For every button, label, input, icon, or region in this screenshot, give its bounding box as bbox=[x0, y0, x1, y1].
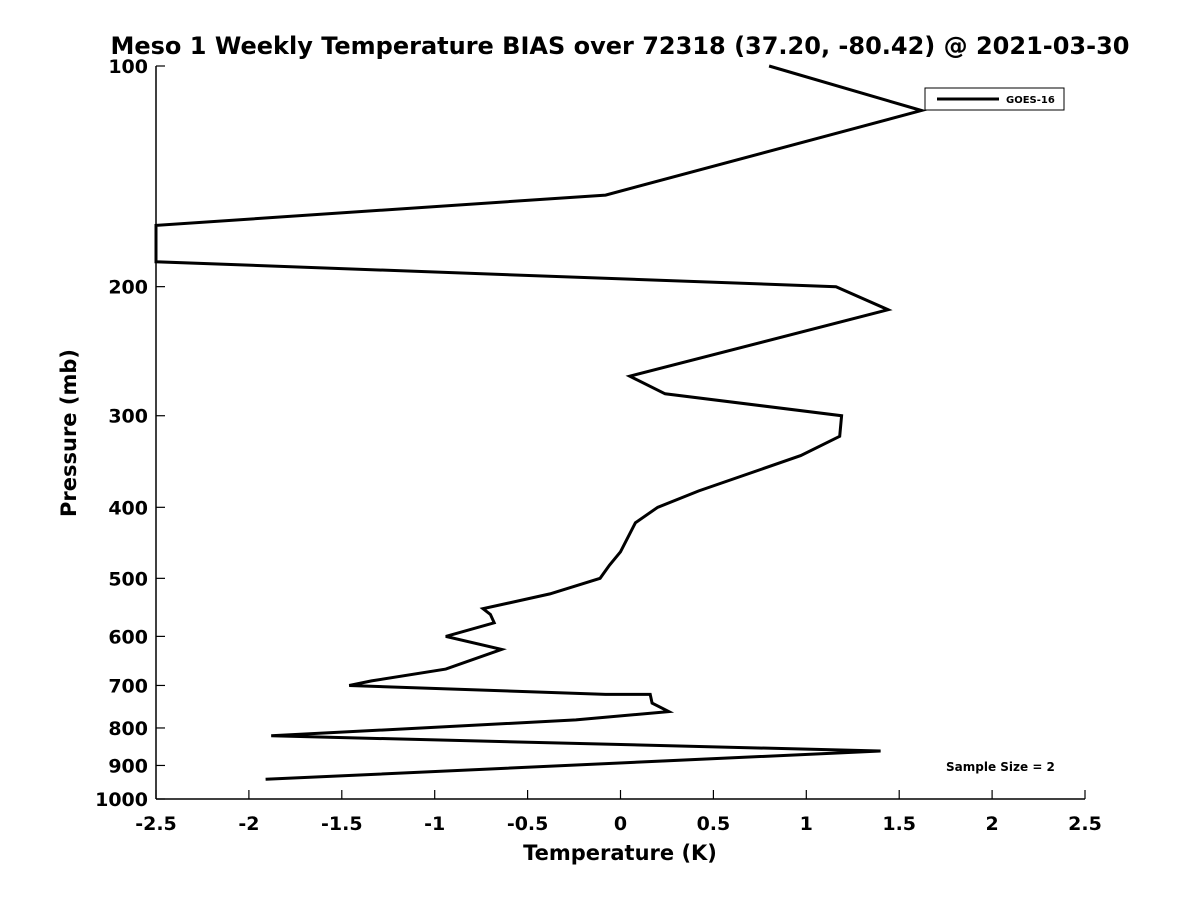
x-tick-label: -2.5 bbox=[135, 813, 177, 835]
y-tick-label: 200 bbox=[108, 277, 148, 299]
legend: GOES-16 bbox=[924, 87, 1065, 111]
x-axis-ticks: -2.5 -2 -1.5 -1 -0.5 0 0.5 1 1.5 2 2.5 bbox=[135, 790, 1102, 835]
y-axis-label: Pressure (mb) bbox=[57, 349, 81, 517]
y-tick-label: 100 bbox=[108, 56, 148, 78]
y-tick-label: 300 bbox=[108, 406, 148, 428]
series-line-goes-16 bbox=[154, 64, 928, 781]
y-tick-label: 900 bbox=[108, 755, 148, 777]
x-tick-label: -1.5 bbox=[321, 813, 363, 835]
plot-area-frame bbox=[156, 66, 1085, 799]
legend-label-goes-16: GOES-16 bbox=[1006, 95, 1055, 106]
x-tick-label: -1 bbox=[424, 813, 445, 835]
y-axis-ticks: 100 200 300 400 500 600 700 800 900 1000 bbox=[95, 56, 165, 811]
x-tick-label: 2.5 bbox=[1068, 813, 1102, 835]
y-tick-label: 400 bbox=[108, 497, 148, 519]
series-layer bbox=[154, 64, 928, 781]
y-tick-label: 600 bbox=[108, 626, 148, 648]
x-tick-label: -2 bbox=[238, 813, 259, 835]
y-tick-label: 500 bbox=[108, 568, 148, 590]
x-tick-label: 2 bbox=[985, 813, 998, 835]
sample-size-annotation: Sample Size = 2 bbox=[946, 760, 1055, 774]
x-tick-label: 1.5 bbox=[882, 813, 916, 835]
y-tick-label: 800 bbox=[108, 718, 148, 740]
y-tick-label: 700 bbox=[108, 675, 148, 697]
x-tick-label: 1 bbox=[800, 813, 813, 835]
x-tick-label: 0.5 bbox=[697, 813, 731, 835]
x-tick-label: -0.5 bbox=[507, 813, 549, 835]
chart-title: Meso 1 Weekly Temperature BIAS over 7231… bbox=[110, 32, 1129, 60]
y-tick-label: 1000 bbox=[95, 789, 148, 811]
x-tick-label: 0 bbox=[614, 813, 627, 835]
x-axis-label: Temperature (K) bbox=[523, 841, 717, 865]
